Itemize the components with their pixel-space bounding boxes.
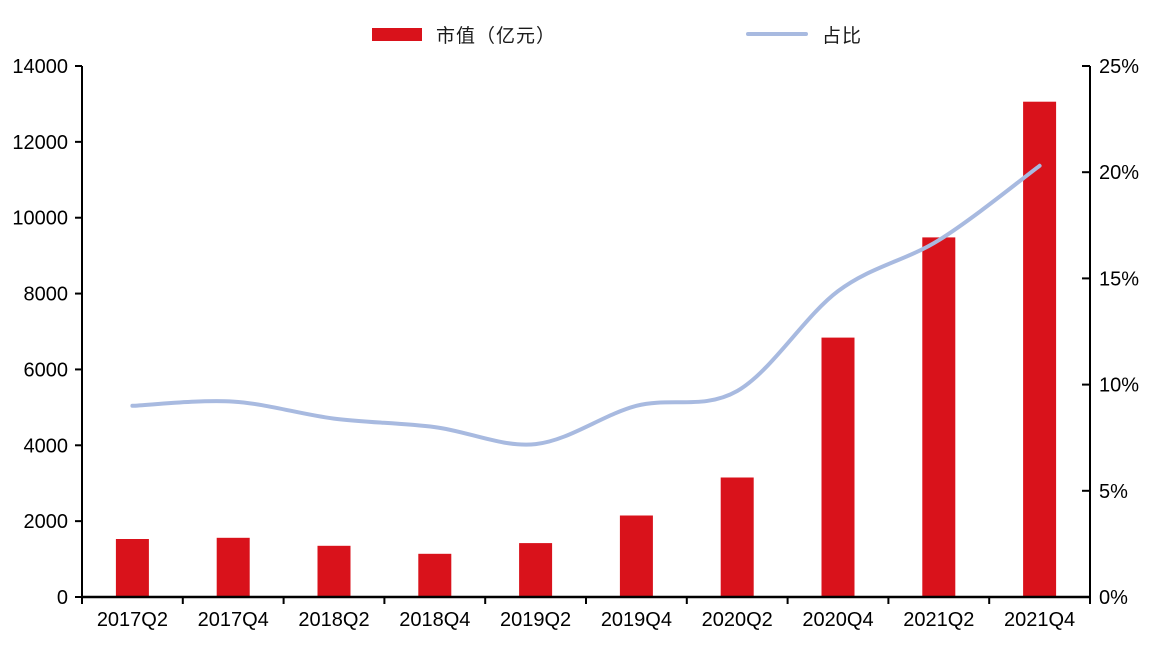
right-axis-label: 20% xyxy=(1099,162,1139,184)
right-axis-label: 10% xyxy=(1099,375,1139,397)
bar-2021Q4 xyxy=(1023,101,1057,597)
right-axis-label: 15% xyxy=(1099,268,1139,290)
x-axis-label-2018Q2: 2018Q2 xyxy=(298,609,369,631)
bar-2017Q2 xyxy=(115,539,149,597)
bar-2020Q2 xyxy=(720,477,754,597)
x-axis-label-2021Q4: 2021Q4 xyxy=(1004,609,1075,631)
bar-series-swatch xyxy=(372,27,422,41)
left-axis-label: 10000 xyxy=(12,208,68,230)
legend-item-marketcap: 市值（亿元） xyxy=(372,21,556,48)
left-axis-label: 14000 xyxy=(12,56,68,78)
bar-2019Q4 xyxy=(619,515,653,597)
bar-2018Q4 xyxy=(418,553,452,597)
line-series-swatch xyxy=(745,32,808,36)
x-axis-label-2017Q4: 2017Q4 xyxy=(198,609,269,631)
left-axis-label: 0 xyxy=(57,587,68,609)
left-axis-label: 4000 xyxy=(24,435,69,457)
bar-2020Q4 xyxy=(821,337,855,597)
x-axis-label-2017Q2: 2017Q2 xyxy=(97,609,168,631)
legend-item-ratio: 占比 xyxy=(745,21,862,48)
right-axis-label: 0% xyxy=(1099,587,1128,609)
x-axis-label-2019Q4: 2019Q4 xyxy=(601,609,672,631)
x-axis-label-2021Q2: 2021Q2 xyxy=(903,609,974,631)
left-axis-label: 8000 xyxy=(24,284,69,306)
right-axis-label: 5% xyxy=(1099,481,1128,503)
x-axis-label-2020Q4: 2020Q4 xyxy=(802,609,873,631)
bar-2017Q4 xyxy=(216,537,250,597)
x-axis-label-2020Q2: 2020Q2 xyxy=(702,609,773,631)
left-axis-label: 12000 xyxy=(12,132,68,154)
legend-label-marketcap: 市值（亿元） xyxy=(436,25,557,47)
left-axis-label: 6000 xyxy=(24,359,69,381)
right-axis-label: 25% xyxy=(1099,56,1139,78)
bar-2018Q2 xyxy=(317,545,351,597)
bar-2021Q2 xyxy=(922,237,956,597)
bar-2019Q2 xyxy=(519,543,553,597)
ratio-line xyxy=(130,163,1042,447)
chart-legend: 市值（亿元） 占比 xyxy=(372,18,862,50)
left-axis-label: 2000 xyxy=(24,511,69,533)
legend-label-ratio: 占比 xyxy=(821,25,862,47)
x-axis-label-2019Q2: 2019Q2 xyxy=(500,609,571,631)
x-axis-label-2018Q4: 2018Q4 xyxy=(399,609,470,631)
